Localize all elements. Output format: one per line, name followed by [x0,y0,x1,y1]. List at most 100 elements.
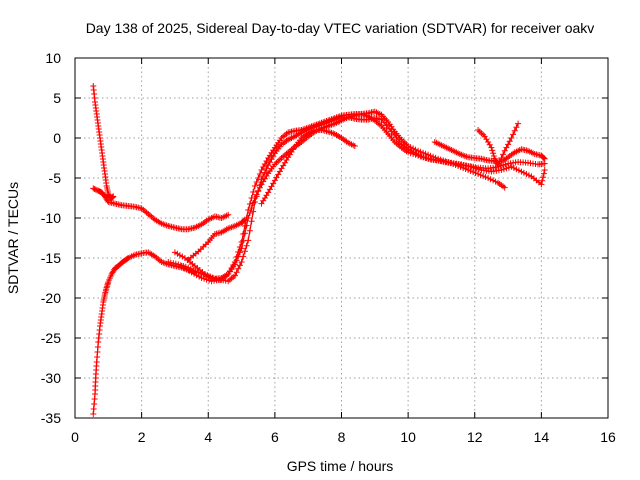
data-point [238,245,245,252]
data-point [391,131,397,138]
data-point [503,144,510,151]
data-point [251,199,258,205]
x-tick-label: 8 [338,429,346,445]
data-point [490,150,497,157]
data-point [490,153,497,159]
data-point [513,124,520,131]
data-point [246,210,253,216]
data-point [225,211,232,218]
data-point [110,193,117,200]
data-point [508,135,515,141]
data-point [506,138,513,145]
data-point [541,167,548,173]
data-point [489,147,496,154]
data-series [90,83,548,417]
data-point [241,248,248,255]
data-point [251,183,258,189]
data-point [253,193,260,200]
y-axis-label: SDTVAR / TECUs [5,182,21,294]
data-point [246,227,253,234]
x-axis-label: GPS time / hours [287,458,394,474]
data-point [235,265,242,272]
x-tick-label: 10 [400,429,416,445]
series-arc-4 [171,111,548,282]
data-point [238,259,245,265]
y-tick-label: -10 [41,210,61,226]
data-point [501,147,508,154]
data-point [233,269,240,276]
axis-ticks [74,57,609,419]
x-tick-label: 12 [467,429,483,445]
y-tick-label: -20 [41,290,61,306]
data-point [241,216,248,223]
data-point [255,175,262,181]
y-tick-label: 10 [45,50,61,66]
data-point [241,217,248,224]
data-point [541,155,548,162]
data-point [250,208,257,215]
y-tick-label: -5 [49,170,62,186]
x-tick-label: 14 [534,429,550,445]
series-arc-2 [90,249,198,417]
y-tick-label: -25 [41,330,61,346]
data-point [231,272,238,279]
data-point [261,169,268,176]
data-point [256,171,263,177]
x-tick-label: 6 [271,429,279,445]
tick-labels: 0 2 4 6 8 10 12 14 16 10 5 0 -5 -10 -15 -20 -25 -30 -35 [41,50,616,445]
series-arc-1 [90,83,117,201]
series-line [92,251,196,415]
data-point [511,127,518,134]
series-arc-8 [258,127,358,207]
data-point [241,230,248,237]
series-arc-7 [185,216,248,263]
chart-title: Day 138 of 2025, Sidereal Day-to-day VTE… [86,20,595,36]
data-point [393,135,400,141]
data-point [500,151,507,158]
data-point [250,189,257,195]
data-point [505,141,512,148]
data-point [258,176,265,183]
y-tick-label: 0 [53,130,61,146]
data-point [388,128,395,135]
data-point [233,257,240,264]
data-point [240,253,247,260]
data-point [351,143,358,149]
data-point [488,144,495,151]
data-point [540,155,547,161]
y-tick-label: 5 [53,90,61,106]
data-point [245,237,252,244]
y-tick-label: -35 [41,410,61,426]
data-point [539,177,546,184]
data-point [248,218,255,225]
data-point [246,201,253,207]
x-tick-label: 4 [204,429,212,445]
y-tick-label: -30 [41,370,61,386]
series-arc-3 [90,185,232,233]
data-point [501,184,508,191]
data-point [540,174,546,181]
data-point [255,187,262,194]
data-point [256,182,263,189]
grid-lines [75,58,608,418]
data-point [263,165,270,172]
data-point [231,261,238,268]
data-point [510,131,517,138]
data-point [396,138,402,145]
data-point [245,215,252,221]
data-point [243,242,250,249]
data-point [540,170,547,177]
x-tick-label: 16 [600,429,616,445]
y-tick-label: -15 [41,250,61,266]
series-line [92,85,114,199]
x-tick-label: 0 [71,429,79,445]
data-point [236,249,243,256]
series-arc-6 [165,114,548,285]
data-point [260,173,267,179]
data-point [243,222,250,229]
series-arc-10 [431,139,548,165]
data-point [515,120,522,127]
data-point [236,262,243,269]
x-tick-label: 2 [138,429,146,445]
